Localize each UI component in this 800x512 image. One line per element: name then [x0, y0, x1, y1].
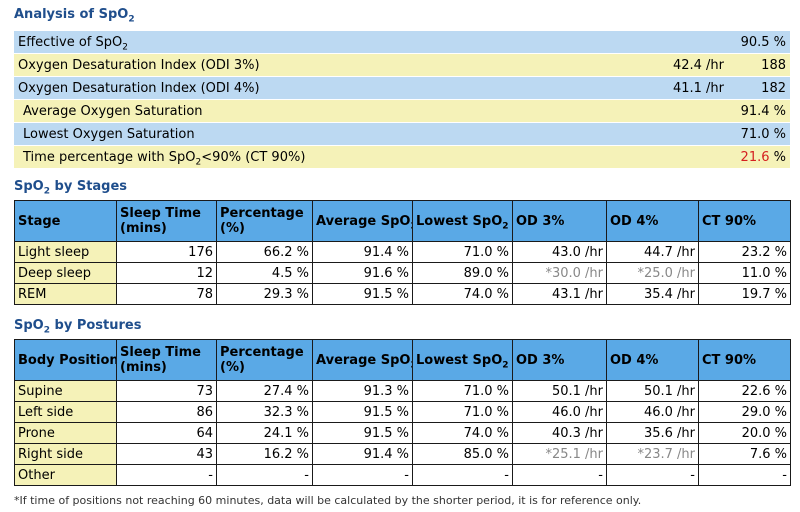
postures-header-row: Body Position Sleep Time (mins) Percentag… [14, 339, 791, 381]
postures-col-average-spo2: Average SpO2 [312, 339, 413, 381]
table-row: Right side 43 16.2 % 91.4 % 85.0 % *25.1… [14, 443, 791, 465]
postures-col-ct90: CT 90% [698, 339, 791, 381]
avg-saturation-row: Average Oxygen Saturation 91.4 % [14, 99, 790, 123]
odi3-rate: 42.4 /hr [620, 53, 728, 77]
footnote: *If time of positions not reaching 60 mi… [14, 494, 642, 507]
odi4-row: Oxygen Desaturation Index (ODI 4%) 41.1 … [14, 76, 790, 100]
odi3-row: Oxygen Desaturation Index (ODI 3%) 42.4 … [14, 53, 790, 77]
odi4-rate: 41.1 /hr [620, 76, 728, 100]
posture-name: Other [14, 464, 117, 486]
stages-col-lowest-spo2: Lowest SpO2 [412, 200, 513, 242]
posture-name: Right side [14, 443, 117, 465]
table-row: Light sleep 176 66.2 % 91.4 % 71.0 % 43.… [14, 241, 791, 263]
ct90-value: 21.6 % [728, 145, 790, 169]
odi3-value: 188 [728, 53, 790, 77]
ct90-row: Time percentage with SpO2<90% (CT 90%) 2… [14, 145, 790, 169]
lowest-saturation-row: Lowest Oxygen Saturation 71.0 % [14, 122, 790, 146]
stage-name: REM [14, 283, 117, 305]
effective-spo2-rate [620, 31, 728, 54]
postures-col-lowest-spo2: Lowest SpO2 [412, 339, 513, 381]
stage-name: Deep sleep [14, 262, 117, 284]
analysis-table: Effective of SpO2 90.5 % Oxygen Desatura… [14, 31, 790, 169]
lowest-saturation-label: Lowest Oxygen Saturation [14, 122, 620, 146]
posture-name: Left side [14, 401, 117, 423]
postures-col-sleep-time: Sleep Time (mins) [116, 339, 217, 381]
stages-col-sleep-time: Sleep Time (mins) [116, 200, 217, 242]
table-row: Other - - - - - - - [14, 464, 791, 486]
table-row: REM 78 29.3 % 91.5 % 74.0 % 43.1 /hr 35.… [14, 283, 791, 305]
table-row: Deep sleep 12 4.5 % 91.6 % 89.0 % *30.0 … [14, 262, 791, 284]
effective-spo2-value: 90.5 % [728, 31, 790, 54]
analysis-title: Analysis of SpO2 [14, 7, 135, 25]
postures-col-od3: OD 3% [512, 339, 607, 381]
postures-col-percentage: Percentage (%) [216, 339, 313, 381]
stages-col-stage: Stage [14, 200, 117, 242]
table-row: Prone 64 24.1 % 91.5 % 74.0 % 40.3 /hr 3… [14, 422, 791, 444]
table-row: Left side 86 32.3 % 91.5 % 71.0 % 46.0 /… [14, 401, 791, 423]
postures-table: Body Position Sleep Time (mins) Percentag… [14, 339, 791, 486]
stages-col-average-spo2: Average SpO2 [312, 200, 413, 242]
stages-col-ct90: CT 90% [698, 200, 791, 242]
postures-col-od4: OD 4% [606, 339, 699, 381]
effective-spo2-label: Effective of SpO2 [14, 31, 620, 54]
stage-name: Light sleep [14, 241, 117, 263]
stages-col-od3: OD 3% [512, 200, 607, 242]
posture-name: Prone [14, 422, 117, 444]
stages-col-percentage: Percentage (%) [216, 200, 313, 242]
stages-title: SpO2 by Stages [14, 179, 128, 197]
postures-col-body-position: Body Position [14, 339, 117, 381]
stages-table: Stage Sleep Time (mins) Percentage (%) Ave… [14, 200, 791, 305]
postures-title: SpO2 by Postures [14, 318, 142, 336]
effective-spo2-row: Effective of SpO2 90.5 % [14, 31, 790, 54]
posture-name: Supine [14, 380, 117, 402]
odi4-value: 182 [728, 76, 790, 100]
lowest-saturation-value: 71.0 % [728, 122, 790, 146]
stages-header-row: Stage Sleep Time (mins) Percentage (%) Ave… [14, 200, 791, 242]
avg-saturation-label: Average Oxygen Saturation [14, 99, 620, 123]
odi3-label: Oxygen Desaturation Index (ODI 3%) [14, 53, 620, 77]
table-row: Supine 73 27.4 % 91.3 % 71.0 % 50.1 /hr … [14, 380, 791, 402]
ct90-value-number: 21.6 [740, 149, 770, 165]
odi4-label: Oxygen Desaturation Index (ODI 4%) [14, 76, 620, 100]
ct90-label: Time percentage with SpO2<90% (CT 90%) [14, 145, 620, 169]
stages-col-od4: OD 4% [606, 200, 699, 242]
avg-saturation-value: 91.4 % [728, 99, 790, 123]
